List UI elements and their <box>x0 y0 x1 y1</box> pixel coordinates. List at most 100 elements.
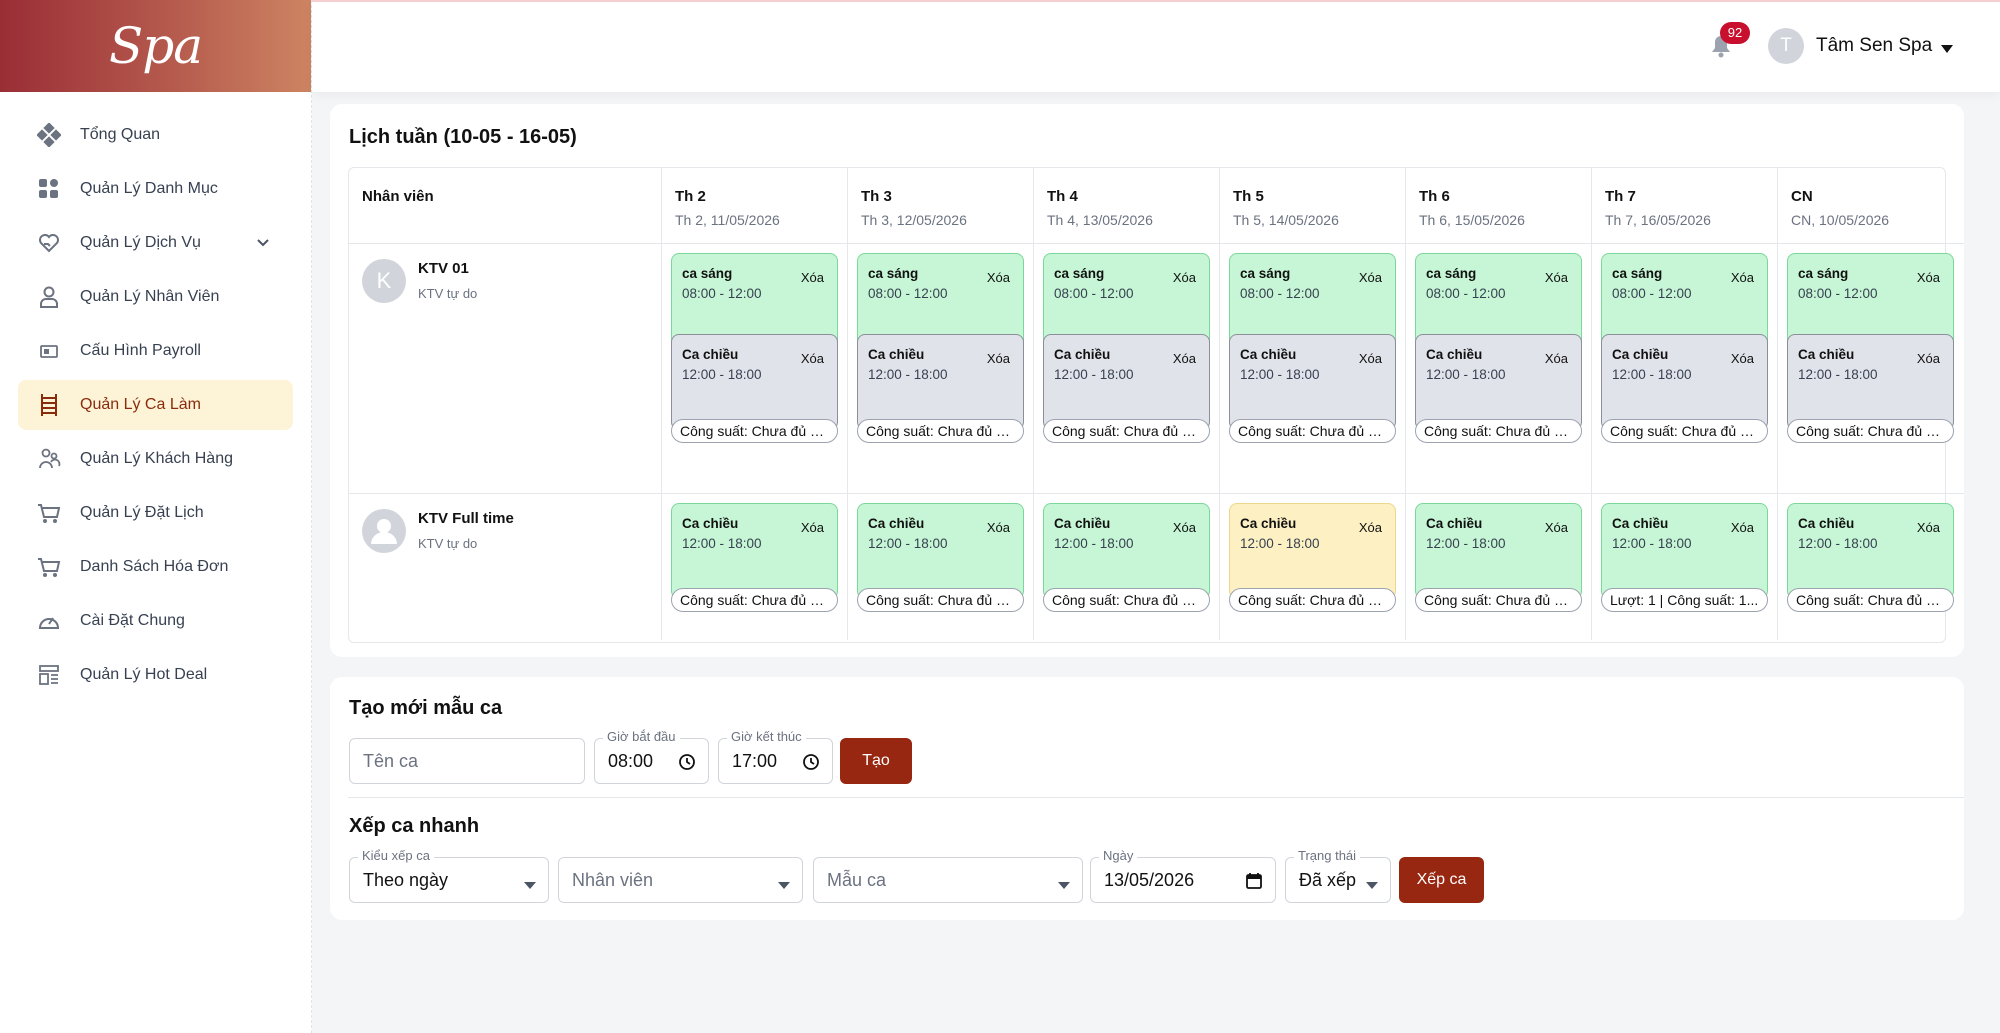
delete-shift-button[interactable]: Xóa <box>1172 520 1196 535</box>
delete-shift-button[interactable]: Xóa <box>800 270 824 285</box>
shift-card[interactable]: Ca chiều 12:00 - 18:00 Xóa <box>1601 503 1768 599</box>
shift-card[interactable]: ca sáng 08:00 - 12:00 Xóa <box>1043 253 1210 349</box>
shift-card[interactable]: Ca chiều 12:00 - 18:00 Xóa <box>857 503 1024 599</box>
shift-name: Ca chiều <box>1426 347 1483 362</box>
create-template-button[interactable]: Tạo <box>840 738 912 784</box>
status-select[interactable]: Trạng thái Đã xếp <box>1285 848 1391 903</box>
shift-card[interactable]: ca sáng 08:00 - 12:00 Xóa <box>671 253 838 349</box>
avatar[interactable]: T <box>1768 28 1804 64</box>
sidebar-item-khach-hang[interactable]: Quản Lý Khách Hàng <box>18 434 293 484</box>
sidebar-item-nhan-vien[interactable]: Quản Lý Nhân Viên <box>18 272 293 322</box>
delete-shift-button[interactable]: Xóa <box>986 351 1010 366</box>
delete-shift-button[interactable]: Xóa <box>1730 520 1754 535</box>
sidebar-item-cai-dat[interactable]: Cài Đặt Chung <box>18 596 293 646</box>
shift-card[interactable]: Ca chiều 12:00 - 18:00 Xóa <box>1043 334 1210 430</box>
shift-time: 08:00 - 12:00 <box>1612 286 1692 301</box>
sidebar-item-dich-vu[interactable]: Quản Lý Dịch Vụ <box>18 218 293 268</box>
delete-shift-button[interactable]: Xóa <box>1358 270 1382 285</box>
employee-avatar: K <box>362 259 406 303</box>
shift-card[interactable]: Ca chiều 12:00 - 18:00 Xóa <box>1229 503 1396 599</box>
date-label: Ngày <box>1099 848 1138 863</box>
sidebar-item-label: Danh Sách Hóa Đơn <box>80 558 229 575</box>
sidebar-item-hot-deal[interactable]: Quản Lý Hot Deal <box>18 650 293 700</box>
shift-name-input[interactable]: Tên ca <box>349 738 585 784</box>
day-header: Th 6 Th 6, 15/05/2026 <box>1406 168 1592 244</box>
assign-mode-label: Kiểu xếp ca <box>358 848 434 863</box>
delete-shift-button[interactable]: Xóa <box>986 270 1010 285</box>
caret-down-icon[interactable] <box>1940 41 1954 59</box>
shift-card[interactable]: Ca chiều 12:00 - 18:00 Xóa <box>1787 334 1954 430</box>
calendar-icon[interactable] <box>1245 872 1263 895</box>
clock-icon[interactable] <box>678 753 696 776</box>
delete-shift-button[interactable]: Xóa <box>1172 270 1196 285</box>
shift-time: 08:00 - 12:00 <box>1054 286 1134 301</box>
delete-shift-button[interactable]: Xóa <box>800 351 824 366</box>
day-label: Th 5 <box>1233 188 1264 205</box>
delete-shift-button[interactable]: Xóa <box>1544 351 1568 366</box>
shift-name: ca sáng <box>1054 266 1105 281</box>
shift-card[interactable]: ca sáng 08:00 - 12:00 Xóa <box>1787 253 1954 349</box>
shift-card[interactable]: Ca chiều 12:00 - 18:00 Xóa <box>1043 503 1210 599</box>
schedule-day-cell: ca sáng 08:00 - 12:00 Xóa Ca chiều 12:00 - 1… <box>1778 244 1964 494</box>
delete-shift-button[interactable]: Xóa <box>986 520 1010 535</box>
employee-role: KTV tự do <box>418 286 478 301</box>
delete-shift-button[interactable]: Xóa <box>1916 270 1940 285</box>
start-time-input[interactable]: Giờ bắt đầu 08:00 <box>594 729 709 784</box>
shift-time: 08:00 - 12:00 <box>1240 286 1320 301</box>
delete-shift-button[interactable]: Xóa <box>1730 351 1754 366</box>
sidebar-item-dat-lich[interactable]: Quản Lý Đặt Lịch <box>18 488 293 538</box>
template-select[interactable]: Mẫu ca <box>813 857 1083 903</box>
layout-icon <box>36 662 62 688</box>
capacity-pill: Lượt: 1 | Công suất: 1... <box>1601 588 1768 612</box>
sidebar-item-ca-lam[interactable]: Quản Lý Ca Làm <box>18 380 293 430</box>
delete-shift-button[interactable]: Xóa <box>1544 520 1568 535</box>
delete-shift-button[interactable]: Xóa <box>1358 351 1382 366</box>
end-time-input[interactable]: Giờ kết thúc 17:00 <box>718 729 833 784</box>
day-header: Th 4 Th 4, 13/05/2026 <box>1034 168 1220 244</box>
delete-shift-button[interactable]: Xóa <box>1544 270 1568 285</box>
sidebar-item-tong-quan[interactable]: Tổng Quan <box>18 110 293 160</box>
shift-card[interactable]: Ca chiều 12:00 - 18:00 Xóa <box>1601 334 1768 430</box>
date-input[interactable]: Ngày 13/05/2026 <box>1090 848 1276 903</box>
delete-shift-button[interactable]: Xóa <box>1358 520 1382 535</box>
shift-card[interactable]: ca sáng 08:00 - 12:00 Xóa <box>857 253 1024 349</box>
shift-card[interactable]: Ca chiều 12:00 - 18:00 Xóa <box>1787 503 1954 599</box>
capacity-pill: Công suất: Chưa đủ dữ liệu <box>1787 419 1954 443</box>
shift-card[interactable]: ca sáng 08:00 - 12:00 Xóa <box>1415 253 1582 349</box>
delete-shift-button[interactable]: Xóa <box>1916 520 1940 535</box>
sidebar-item-label: Quản Lý Ca Làm <box>80 396 201 413</box>
shift-card[interactable]: Ca chiều 12:00 - 18:00 Xóa <box>671 503 838 599</box>
chevron-down-icon[interactable] <box>255 234 271 255</box>
shift-card[interactable]: Ca chiều 12:00 - 18:00 Xóa <box>857 334 1024 430</box>
sidebar-item-label: Cài Đặt Chung <box>80 612 185 629</box>
delete-shift-button[interactable]: Xóa <box>1916 351 1940 366</box>
quick-assign-title: Xếp ca nhanh <box>349 815 480 837</box>
brand-logo[interactable]: Spa <box>0 0 311 92</box>
clock-icon[interactable] <box>802 753 820 776</box>
sidebar-item-label: Quản Lý Danh Mục <box>80 180 218 197</box>
user-name[interactable]: Tâm Sen Spa <box>1816 35 1933 56</box>
employee-select[interactable]: Nhân viên <box>558 857 803 903</box>
shift-card[interactable]: Ca chiều 12:00 - 18:00 Xóa <box>1415 503 1582 599</box>
employee-avatar <box>362 509 406 553</box>
assign-mode-select[interactable]: Kiểu xếp ca Theo ngày <box>349 848 549 903</box>
sidebar-item-danh-muc[interactable]: Quản Lý Danh Mục <box>18 164 293 214</box>
shift-time: 12:00 - 18:00 <box>1426 536 1506 551</box>
shift-time: 12:00 - 18:00 <box>1612 536 1692 551</box>
delete-shift-button[interactable]: Xóa <box>800 520 824 535</box>
shift-name: Ca chiều <box>1612 347 1669 362</box>
capacity-pill: Công suất: Chưa đủ dữ liệu <box>857 588 1024 612</box>
shift-card[interactable]: Ca chiều 12:00 - 18:00 Xóa <box>671 334 838 430</box>
delete-shift-button[interactable]: Xóa <box>1172 351 1196 366</box>
day-date: Th 6, 15/05/2026 <box>1419 212 1525 228</box>
sidebar-item-hoa-don[interactable]: Danh Sách Hóa Đơn <box>18 542 293 592</box>
shift-card[interactable]: Ca chiều 12:00 - 18:00 Xóa <box>1415 334 1582 430</box>
delete-shift-button[interactable]: Xóa <box>1730 270 1754 285</box>
shift-name: ca sáng <box>868 266 919 281</box>
sidebar-item-payroll[interactable]: Cấu Hình Payroll <box>18 326 293 376</box>
shift-card[interactable]: ca sáng 08:00 - 12:00 Xóa <box>1601 253 1768 349</box>
shift-card[interactable]: ca sáng 08:00 - 12:00 Xóa <box>1229 253 1396 349</box>
shift-time: 12:00 - 18:00 <box>1612 367 1692 382</box>
shift-card[interactable]: Ca chiều 12:00 - 18:00 Xóa <box>1229 334 1396 430</box>
assign-shift-button[interactable]: Xếp ca <box>1399 857 1484 903</box>
